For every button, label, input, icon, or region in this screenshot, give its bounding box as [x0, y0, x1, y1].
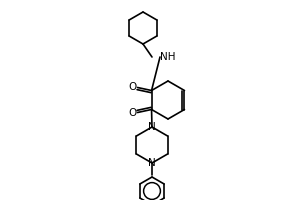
Text: O: O — [128, 108, 137, 117]
Text: O: O — [128, 82, 137, 92]
Text: N: N — [148, 122, 156, 132]
Text: N: N — [148, 158, 156, 168]
Text: NH: NH — [160, 52, 176, 62]
